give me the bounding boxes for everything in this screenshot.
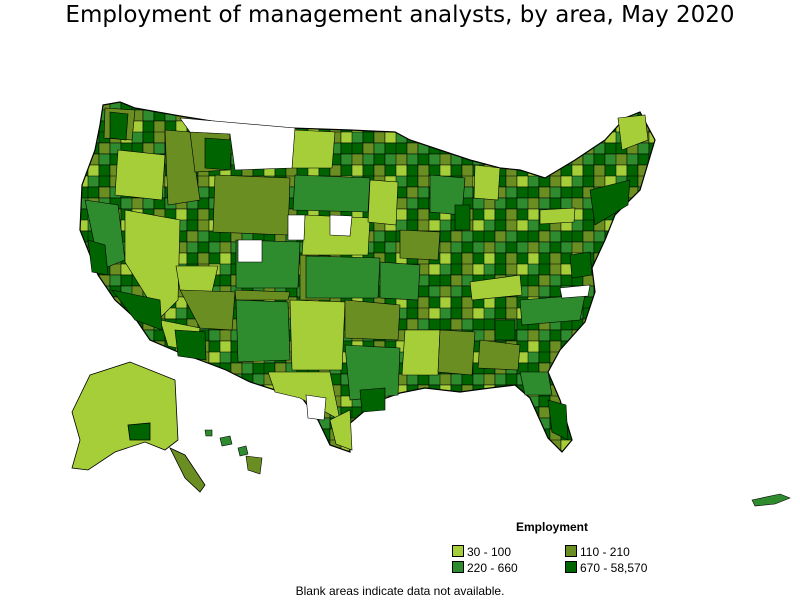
- puerto-rico: [751, 493, 791, 507]
- region-new-mexico-east: [289, 299, 346, 371]
- region-georgia-south: [477, 339, 521, 371]
- region-seattle: [109, 111, 129, 141]
- region-kentucky: [469, 274, 523, 301]
- legend-item-30-100: 30 - 100: [452, 545, 511, 559]
- region-oklahoma: [344, 299, 401, 341]
- region-phoenix: [174, 329, 207, 361]
- region-north-carolina: [519, 294, 586, 326]
- region-northeast-corridor: [589, 179, 631, 226]
- region-texas-blank: [305, 394, 327, 421]
- region-iowa: [399, 229, 441, 261]
- legend-swatch: [565, 545, 577, 557]
- map-title: Employment of management analysts, by ar…: [65, 2, 735, 28]
- region-houston: [359, 387, 386, 413]
- legend-label: 30 - 100: [467, 545, 512, 559]
- region-california-south: [111, 289, 163, 331]
- region-wyoming-blank: [287, 214, 306, 241]
- region-florida-north: [519, 371, 553, 396]
- region-idaho: [164, 129, 201, 206]
- region-atlanta: [494, 319, 516, 341]
- legend-swatch: [565, 561, 577, 573]
- region-wyoming: [212, 174, 291, 236]
- region-san-francisco: [87, 239, 109, 276]
- legend-label: 110 - 210: [580, 545, 630, 559]
- region-texas-west: [267, 371, 341, 421]
- region-texas-south: [329, 409, 353, 451]
- footnote: Blank areas indicate data not available.: [295, 584, 505, 598]
- region-utah-south: [175, 265, 219, 293]
- region-oregon-east: [114, 149, 166, 201]
- region-montana-blank: [179, 117, 296, 171]
- region-south-dakota: [292, 174, 371, 213]
- region-kansas: [305, 255, 381, 299]
- region-michigan-north: [473, 164, 501, 201]
- region-alabama: [437, 329, 476, 376]
- alaska: [71, 361, 206, 493]
- legend-label: 220 - 660: [467, 561, 518, 575]
- region-arizona-north: [179, 289, 236, 331]
- hawaii-kauai: [204, 429, 213, 437]
- region-pennsylvania-north: [539, 207, 576, 225]
- region-new-mexico-west: [235, 299, 291, 363]
- legend-item-110-210: 110 - 210: [565, 545, 630, 559]
- region-missouri: [379, 261, 421, 301]
- region-washington-dc: [569, 251, 593, 279]
- legend-title: Employment: [516, 520, 589, 534]
- legend-swatch: [452, 561, 464, 573]
- region-nevada: [124, 209, 181, 319]
- legend-label: 670 - 58,570: [580, 561, 648, 575]
- region-virginia-blank: [559, 284, 591, 299]
- high-employment-regions: [87, 111, 631, 441]
- region-oregon-west: [204, 137, 233, 171]
- region-nebraska-blank: [329, 214, 353, 237]
- region-florida-south: [547, 399, 569, 441]
- region-texas-east: [344, 344, 401, 401]
- region-chicago: [454, 204, 471, 231]
- region-colorado-south: [234, 289, 291, 301]
- region-colorado-blank: [237, 239, 263, 263]
- legend-item-220-660: 220 - 660: [452, 561, 518, 575]
- no-data-regions: [179, 117, 591, 421]
- alaska-anchorage: [127, 422, 151, 441]
- region-minnesota-west: [367, 179, 399, 226]
- hawaii-oahu: [219, 435, 233, 447]
- mid-high-employment-regions: [84, 174, 586, 401]
- hawaii: [204, 429, 263, 475]
- hawaii-big-island: [245, 455, 263, 475]
- legend-item-670-58570: 670 - 58,570: [565, 561, 647, 575]
- hawaii-maui: [237, 445, 249, 457]
- region-montana-north: [291, 129, 336, 169]
- alaska-mainland: [71, 361, 179, 471]
- alaska-southeast: [169, 447, 206, 493]
- region-mississippi: [401, 329, 441, 376]
- legend-swatch: [452, 545, 464, 557]
- region-maine: [617, 114, 649, 151]
